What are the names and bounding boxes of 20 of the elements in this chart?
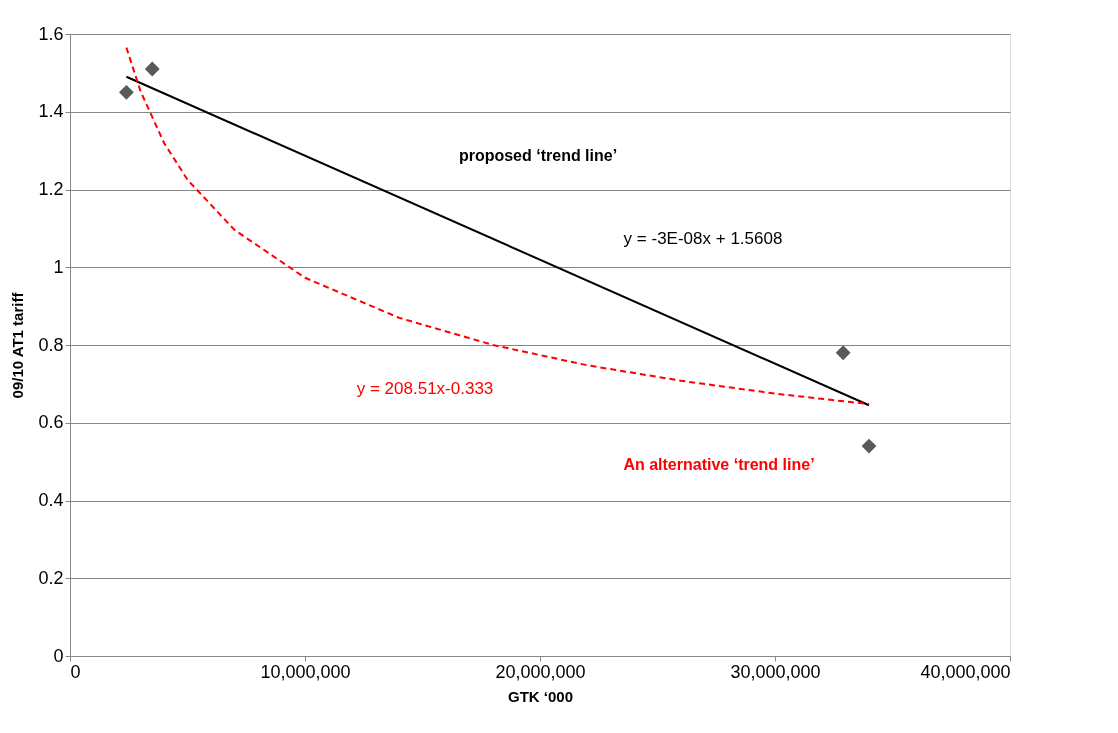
y-tick-label: 0 (53, 645, 64, 666)
y-tick-label: 1 (53, 256, 64, 277)
x-tick-label: 30,000,000 (730, 661, 821, 682)
y-tick-label: 1.6 (38, 23, 64, 44)
y-axis-title: 09/10 AT1 tariff (9, 291, 27, 399)
x-tick-label: 20,000,000 (495, 661, 586, 682)
y-tick-label: 1.4 (38, 101, 64, 122)
y-tick-label: 0.2 (38, 567, 64, 588)
x-axis-title: GTK ‘000 (507, 687, 574, 705)
y-tick-label: 0.8 (38, 334, 64, 355)
x-tick-label: 0 (70, 661, 81, 682)
annotation: An alternative ‘trend line’ (623, 456, 815, 473)
annotation: y = 208.51x-0.333 (356, 379, 494, 398)
annotation: proposed ‘trend line’ (458, 147, 618, 164)
annotation: y = -3E-08x + 1.5608 (623, 229, 783, 248)
y-tick-label: 0.6 (38, 412, 64, 433)
x-tick-label: 40,000,000 (920, 661, 1011, 682)
y-tick-label: 0.4 (38, 490, 64, 510)
x-tick-label: 10,000,000 (260, 661, 351, 682)
y-tick-label: 1.2 (38, 179, 64, 199)
